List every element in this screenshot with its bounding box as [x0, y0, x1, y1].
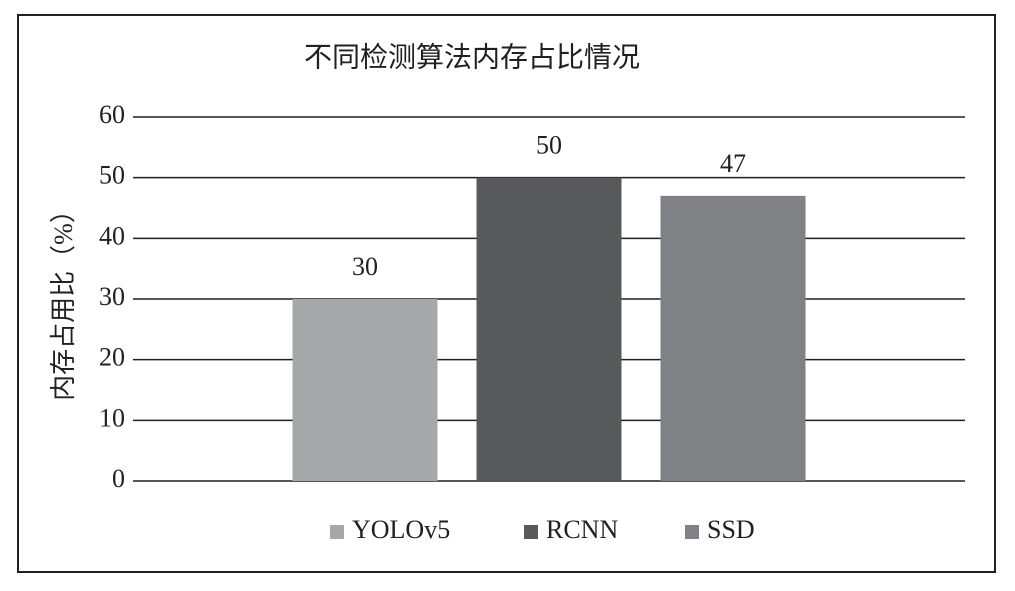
legend-swatch	[524, 525, 538, 539]
legend-label: RCNN	[546, 515, 618, 544]
data-label: 30	[352, 252, 378, 281]
data-label: 47	[720, 149, 746, 178]
y-tick-label: 20	[99, 343, 125, 372]
y-tick-label: 60	[99, 100, 125, 129]
y-tick-label: 0	[112, 464, 125, 493]
bar	[660, 195, 806, 481]
y-tick-label: 10	[99, 403, 125, 432]
y-tick-label: 30	[99, 282, 125, 311]
data-label: 50	[536, 131, 562, 160]
y-tick-label: 50	[99, 161, 125, 190]
bar	[292, 299, 438, 481]
legend-swatch	[685, 525, 699, 539]
y-axis-label: 内存占用比（%）	[49, 197, 78, 401]
legend-swatch	[330, 525, 344, 539]
legend-label: YOLOv5	[352, 515, 450, 544]
y-tick-label: 40	[99, 221, 125, 250]
legend-label: SSD	[707, 515, 755, 544]
chart-title: 不同检测算法内存占比情况	[304, 41, 640, 73]
bar	[476, 177, 622, 481]
